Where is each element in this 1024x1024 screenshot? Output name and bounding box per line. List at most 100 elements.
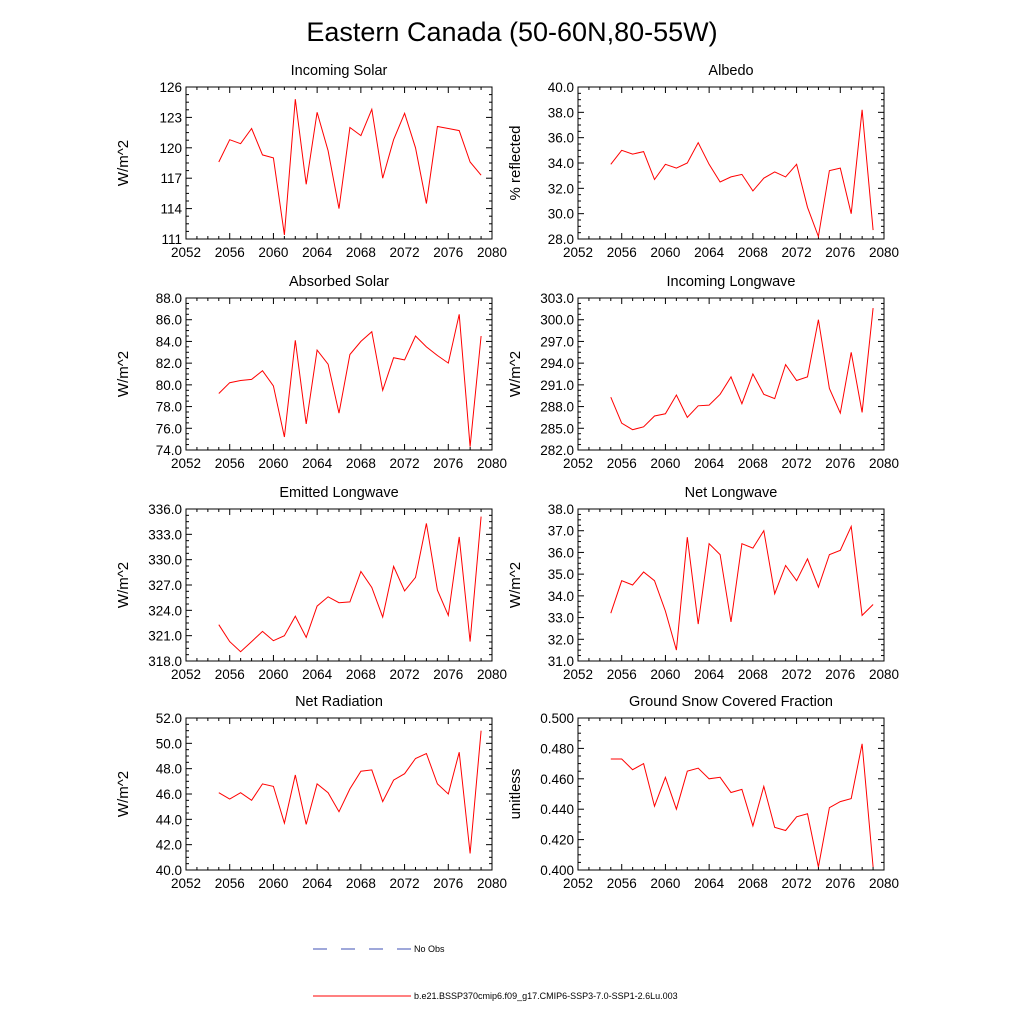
panel-title: Net Radiation <box>295 694 383 710</box>
y-tick-label: 33.0 <box>548 611 574 626</box>
y-tick-label: 76.0 <box>156 421 182 436</box>
panel-5: Emitted Longwave W/m^2 2052 2056 2060 2064 206… <box>115 485 507 682</box>
y-tick-label: 0.440 <box>540 802 574 817</box>
panel-6: Net Longwave W/m^2 2052 2056 2060 2064 2068 207… <box>507 485 899 682</box>
y-tick-label: 282.0 <box>540 443 574 458</box>
x-tick-label: 2056 <box>607 456 637 471</box>
x-tick-label: 2060 <box>258 667 288 682</box>
y-tick-label: 34.0 <box>548 589 574 604</box>
x-tick-label: 2064 <box>694 245 725 260</box>
panel-1: Incoming Solar W/m^2 2052 2056 2060 2064 2068 2… <box>115 63 507 260</box>
series-line <box>610 743 874 868</box>
x-tick-label: 2052 <box>171 456 201 471</box>
x-tick-label: 2068 <box>738 667 768 682</box>
x-tick-label: 2072 <box>390 876 420 891</box>
x-tick-label: 2072 <box>782 456 812 471</box>
y-tick-label: 74.0 <box>156 443 182 458</box>
panel-title: Incoming Longwave <box>667 274 796 290</box>
y-tick-label: 34.0 <box>548 156 574 171</box>
x-tick-label: 2080 <box>477 456 507 471</box>
y-tick-label: 336.0 <box>148 502 182 517</box>
x-tick-label: 2060 <box>258 245 288 260</box>
y-axis-label: % reflected <box>507 125 524 200</box>
series-line <box>610 524 874 651</box>
x-tick-label: 2072 <box>782 245 812 260</box>
x-tick-label: 2060 <box>650 456 680 471</box>
x-tick-label: 2068 <box>346 245 376 260</box>
x-tick-label: 2080 <box>869 245 899 260</box>
y-tick-label: 120 <box>159 141 182 156</box>
y-tick-label: 32.0 <box>548 181 574 196</box>
x-tick-label: 2060 <box>650 876 680 891</box>
x-tick-label: 2060 <box>650 667 680 682</box>
y-tick-label: 291.0 <box>540 378 574 393</box>
x-tick-label: 2064 <box>694 876 725 891</box>
y-tick-label: 303.0 <box>540 291 574 306</box>
x-tick-label: 2052 <box>563 876 593 891</box>
y-tick-label: 117 <box>160 171 182 186</box>
x-tick-label: 2056 <box>607 876 637 891</box>
y-tick-label: 0.400 <box>540 863 574 878</box>
x-tick-label: 2056 <box>607 667 637 682</box>
panel-2: Albedo % reflected 2052 2056 2060 2064 2068 207… <box>507 63 899 260</box>
legend-series-label: b.e21.BSSP370cmip6.f09_g17.CMIP6-SSP3-7.… <box>414 991 678 1001</box>
y-tick-label: 82.0 <box>156 356 182 371</box>
x-tick-label: 2056 <box>215 667 245 682</box>
x-tick-label: 2076 <box>825 876 855 891</box>
plot-frame <box>577 297 885 451</box>
plot-frame <box>185 508 493 662</box>
series-line <box>610 109 874 239</box>
y-tick-label: 126 <box>159 80 182 95</box>
y-axis-label: W/m^2 <box>115 140 132 186</box>
plot-frame <box>185 297 493 451</box>
x-tick-label: 2056 <box>215 245 245 260</box>
y-tick-label: 31.0 <box>548 654 574 669</box>
x-tick-label: 2076 <box>825 667 855 682</box>
y-tick-label: 35.0 <box>548 567 574 582</box>
x-tick-label: 2052 <box>563 245 593 260</box>
series-line <box>218 314 482 447</box>
x-tick-label: 2072 <box>782 667 812 682</box>
y-tick-label: 333.0 <box>148 527 182 542</box>
y-tick-label: 30.0 <box>548 207 574 222</box>
x-tick-label: 2056 <box>607 245 637 260</box>
y-tick-label: 42.0 <box>156 838 182 853</box>
series-line <box>610 308 874 431</box>
legend: No Obs b.e21.BSSP370cmip6.f09_g17.CMIP6-… <box>313 944 678 1001</box>
x-tick-label: 2060 <box>258 456 288 471</box>
y-tick-label: 285.0 <box>540 421 574 436</box>
y-tick-label: 46.0 <box>156 787 182 802</box>
y-axis-label: W/m^2 <box>115 562 132 608</box>
x-tick-label: 2072 <box>390 245 420 260</box>
x-tick-label: 2076 <box>825 245 855 260</box>
panel-title: Net Longwave <box>685 485 778 501</box>
y-tick-label: 324.0 <box>148 603 182 618</box>
x-tick-label: 2068 <box>738 876 768 891</box>
y-tick-label: 38.0 <box>548 502 574 517</box>
y-tick-label: 44.0 <box>156 812 182 827</box>
x-tick-label: 2064 <box>302 245 333 260</box>
y-tick-label: 36.0 <box>548 545 574 560</box>
y-tick-label: 86.0 <box>156 313 182 328</box>
x-tick-label: 2076 <box>433 456 463 471</box>
panel-title: Albedo <box>708 63 753 79</box>
y-tick-label: 84.0 <box>156 334 182 349</box>
plot-frame <box>185 86 493 240</box>
y-tick-label: 327.0 <box>148 578 182 593</box>
y-tick-label: 0.460 <box>540 772 574 787</box>
panel-title: Emitted Longwave <box>279 485 398 501</box>
y-axis-label: W/m^2 <box>115 771 132 817</box>
panel-3: Absorbed Solar W/m^2 2052 2056 2060 2064 2068 2… <box>115 274 507 471</box>
figure-title: Eastern Canada (50-60N,80-55W) <box>306 17 717 47</box>
x-tick-label: 2076 <box>433 667 463 682</box>
y-tick-label: 50.0 <box>156 736 182 751</box>
y-tick-label: 297.0 <box>540 334 574 349</box>
plot-frame <box>185 717 493 871</box>
y-tick-label: 0.420 <box>540 833 574 848</box>
x-tick-label: 2052 <box>171 667 201 682</box>
x-tick-label: 2076 <box>825 456 855 471</box>
y-tick-label: 32.0 <box>548 632 574 647</box>
x-tick-label: 2076 <box>433 876 463 891</box>
y-tick-label: 37.0 <box>548 524 574 539</box>
